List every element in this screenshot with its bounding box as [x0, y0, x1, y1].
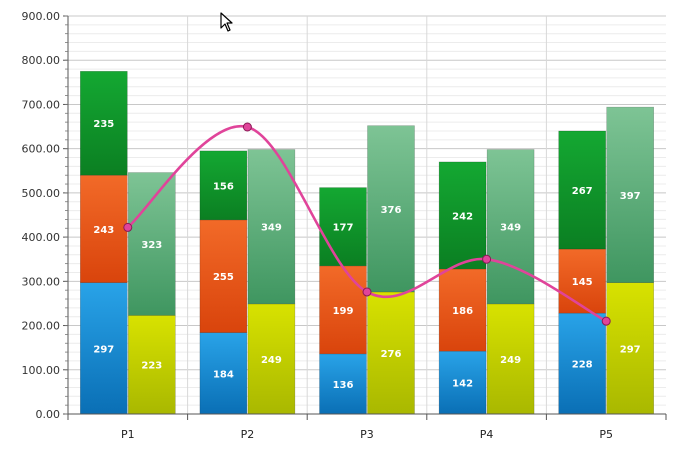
- bar-segment: [199, 332, 248, 415]
- bar-segment: [606, 106, 655, 283]
- bar-segment: [606, 282, 655, 415]
- bar-segment: [80, 174, 128, 283]
- data-label: 297: [93, 344, 114, 355]
- spline-series: [123, 122, 611, 326]
- bar-segment: [438, 268, 487, 352]
- x-tick-label: P2: [241, 428, 255, 441]
- bar-segment: [367, 291, 415, 415]
- bar-segment: [199, 219, 248, 333]
- spline-point: [601, 316, 611, 326]
- data-label: 397: [620, 191, 641, 202]
- data-label: 255: [213, 272, 234, 283]
- data-label: 249: [500, 355, 521, 366]
- y-tick-label: 700.00: [22, 98, 61, 111]
- mouse-pointer-icon: [220, 12, 233, 32]
- data-label: 267: [572, 186, 593, 197]
- bar-segment: [247, 149, 296, 305]
- y-tick-label: 200.00: [22, 320, 61, 333]
- y-tick-label: 900.00: [22, 10, 61, 23]
- data-label: 184: [213, 369, 234, 380]
- data-label: 223: [141, 361, 162, 372]
- y-tick-label: 600.00: [22, 143, 61, 156]
- bar-segment: [558, 130, 607, 250]
- bar-segment: [486, 149, 535, 305]
- x-tick-label: P1: [121, 428, 135, 441]
- y-tick-label: 800.00: [22, 54, 61, 67]
- y-tick-label: 100.00: [22, 364, 61, 377]
- spline-point: [482, 254, 492, 264]
- data-label: 177: [333, 223, 354, 234]
- bar-segment: [128, 172, 176, 316]
- data-labels: 297 243 235 223 323 184 255 156 249 349 136 199 177 2…: [93, 119, 640, 391]
- bars: [80, 70, 655, 415]
- bar-segment: [319, 265, 367, 355]
- data-label: 276: [381, 349, 402, 360]
- bar-segment: [438, 350, 487, 415]
- data-label: 323: [141, 240, 162, 251]
- data-label: 297: [620, 344, 641, 355]
- bar-segment: [367, 125, 415, 293]
- x-tick-label: P4: [480, 428, 494, 441]
- data-label: 349: [261, 223, 282, 234]
- bar-segment: [319, 187, 367, 267]
- y-tick-label: 400.00: [22, 231, 61, 244]
- data-label: 242: [452, 211, 473, 222]
- axes: 0.00 100.00 200.00 300.00 400.00 500.00 600.00…: [22, 10, 667, 441]
- data-label: 243: [93, 225, 114, 236]
- spline-point: [123, 222, 133, 232]
- spline-path: [126, 124, 608, 323]
- data-label: 349: [500, 223, 521, 234]
- bar-segment: [486, 303, 535, 415]
- bar-segment: [319, 353, 367, 415]
- data-label: 376: [381, 205, 402, 216]
- spline-point: [362, 287, 372, 297]
- bar-segment: [80, 282, 128, 415]
- bar-segment: [80, 70, 128, 176]
- data-label: 235: [93, 119, 114, 130]
- data-label: 249: [261, 355, 282, 366]
- data-label: 156: [213, 181, 234, 192]
- bar-segment: [438, 161, 487, 270]
- bar-segment: [199, 150, 248, 221]
- data-label: 199: [333, 306, 354, 317]
- x-tick-label: P3: [360, 428, 374, 441]
- bar-segment: [247, 303, 296, 415]
- data-label: 145: [572, 277, 593, 288]
- x-tick-label: P5: [599, 428, 613, 441]
- y-tick-label: 0.00: [36, 408, 61, 421]
- spline-point: [242, 122, 252, 132]
- y-tick-label: 500.00: [22, 187, 61, 200]
- y-tick-label: 300.00: [22, 275, 61, 288]
- data-label: 228: [572, 360, 593, 371]
- data-label: 186: [452, 306, 473, 317]
- data-label: 142: [452, 379, 473, 390]
- data-label: 136: [333, 380, 354, 391]
